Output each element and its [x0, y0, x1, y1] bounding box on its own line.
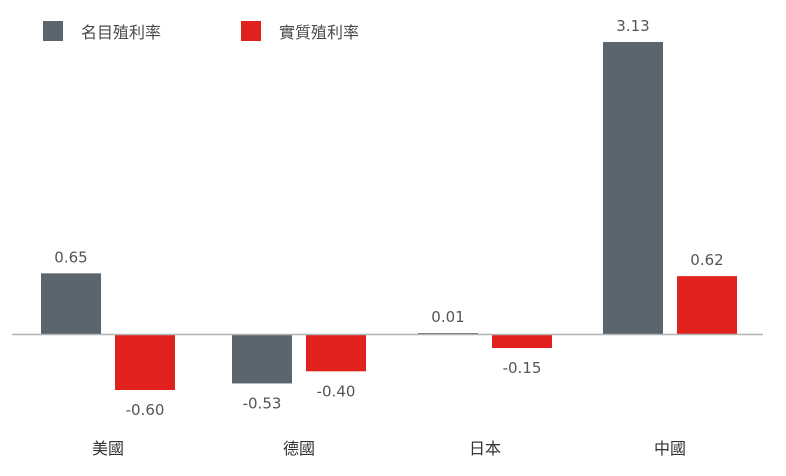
bar-nominal-0 [41, 273, 101, 334]
legend-item-nominal: 名目殖利率 [43, 19, 161, 43]
bar-nominal-3 [603, 41, 663, 334]
data-label-real-2: -0.15 [503, 359, 542, 377]
legend-label-real: 實質殖利率 [279, 23, 360, 42]
bar-real-3 [677, 276, 737, 334]
category-label-2: 日本 [469, 439, 501, 458]
data-label-real-1: -0.40 [317, 382, 356, 400]
bar-real-2 [492, 334, 552, 348]
legend-swatch-real [241, 21, 261, 41]
legend-swatch-nominal [43, 21, 63, 41]
data-label-real-3: 0.62 [690, 251, 723, 269]
data-label-nominal-1: -0.53 [243, 394, 282, 412]
data-label-nominal-2: 0.01 [431, 308, 464, 326]
data-label-nominal-3: 3.13 [616, 17, 649, 35]
category-label-3: 中國 [654, 439, 686, 458]
bar-nominal-2 [418, 333, 478, 335]
data-label-real-0: -0.60 [126, 401, 165, 419]
category-label-0: 美國 [92, 439, 124, 458]
bar-nominal-1 [232, 334, 292, 384]
bar-real-1 [306, 334, 366, 372]
data-label-nominal-0: 0.65 [54, 248, 87, 266]
category-label-1: 德國 [283, 439, 315, 458]
legend-label-nominal: 名目殖利率 [81, 23, 162, 42]
legend-item-real: 實質殖利率 [241, 19, 359, 43]
bar-real-0 [115, 334, 175, 390]
